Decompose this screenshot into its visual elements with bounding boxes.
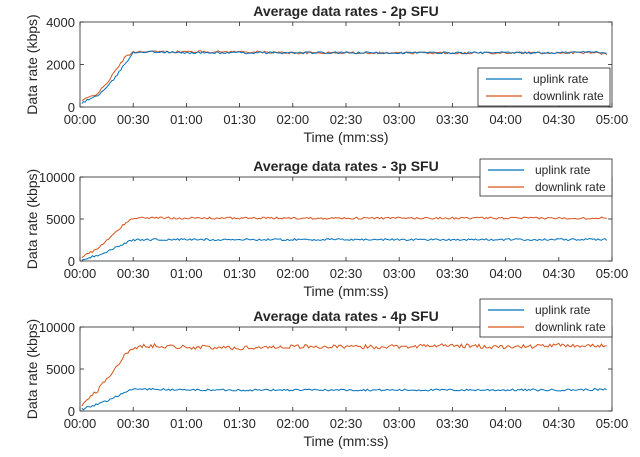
y-tick-label: 10000 [39, 170, 75, 185]
x-tick-label: 03:00 [383, 416, 416, 431]
chart-panel-2: 00:00 00:30 01:00 01:30 02:00 02:30 03:00 03:30… [24, 158, 628, 299]
x-tick-label: 00:30 [117, 416, 150, 431]
chart-panel-1: 00:00 00:30 01:00 01:30 02:00 02:30 03:00 03:30… [24, 3, 628, 145]
y-axis-label: Data rate (kbps) [24, 14, 40, 114]
series-line-uplink-rate [81, 387, 607, 411]
x-tick-label: 04:00 [489, 112, 522, 127]
x-tick-label: 03:30 [436, 112, 469, 127]
x-tick-label: 03:30 [436, 416, 469, 431]
legend-box [479, 298, 613, 338]
x-tick-label: 02:00 [277, 416, 310, 431]
x-tick-label: 05:00 [596, 266, 629, 281]
legend: uplink rate downlink rate [477, 67, 611, 107]
x-tick-label: 04:30 [543, 266, 576, 281]
x-tick-label: 02:00 [277, 266, 310, 281]
x-tick-label: 01:30 [223, 416, 256, 431]
y-tick-label: 4000 [46, 15, 75, 30]
x-tick-label: 00:00 [64, 416, 97, 431]
x-tick-label: 05:00 [596, 416, 629, 431]
x-tick-label: 01:30 [223, 112, 256, 127]
y-axis-label: Data rate (kbps) [24, 169, 40, 269]
legend: uplink rate downlink rate [479, 158, 613, 197]
series-line-uplink-rate [81, 50, 607, 104]
x-tick-label: 00:30 [117, 266, 150, 281]
plot-area [79, 326, 613, 412]
chart-title: Average data rates - 2p SFU [253, 3, 438, 19]
x-tick-label: 04:00 [489, 416, 522, 431]
x-tick-label: 01:00 [170, 416, 203, 431]
y-tick-label: 10000 [39, 320, 75, 335]
y-tick-label: 0 [68, 254, 75, 269]
x-tick-label: 02:30 [330, 266, 363, 281]
series-line-downlink-rate [81, 342, 607, 407]
x-tick-label: 04:00 [489, 266, 522, 281]
legend-box [477, 67, 611, 107]
legend-label: downlink rate [533, 89, 604, 103]
x-axis-label: Time (mm:ss) [303, 433, 388, 449]
x-tick-label: 03:30 [436, 266, 469, 281]
chart-title: Average data rates - 4p SFU [253, 308, 438, 324]
legend-box [479, 158, 613, 197]
legend-label: uplink rate [535, 163, 591, 177]
y-tick-label: 5000 [46, 362, 75, 377]
series-line-uplink-rate [81, 237, 608, 261]
y-tick-label: 5000 [46, 212, 75, 227]
x-tick-label: 00:00 [64, 266, 97, 281]
y-tick-label: 0 [68, 404, 75, 419]
x-tick-label: 01:00 [170, 266, 203, 281]
legend: uplink rate downlink rate [479, 298, 613, 338]
series-line-downlink-rate [81, 216, 607, 259]
chart-title: Average data rates - 3p SFU [253, 158, 438, 174]
x-tick-label: 02:30 [330, 112, 363, 127]
x-tick-label: 00:00 [64, 112, 97, 127]
x-tick-label: 01:00 [170, 112, 203, 127]
x-tick-label: 03:00 [383, 112, 416, 127]
y-axis-label: Data rate (kbps) [24, 319, 40, 419]
x-tick-label: 05:00 [596, 112, 629, 127]
y-tick-label: 0 [68, 100, 75, 115]
x-tick-label: 01:30 [223, 266, 256, 281]
x-tick-label: 00:30 [117, 112, 150, 127]
y-tick-label: 2000 [46, 58, 75, 73]
x-tick-label: 04:30 [543, 416, 576, 431]
chart-panel-3: 00:00 00:30 01:00 01:30 02:00 02:30 03:00 03:30… [24, 298, 629, 449]
x-tick-label: 02:00 [277, 112, 310, 127]
x-tick-label: 03:00 [383, 266, 416, 281]
legend-label: uplink rate [533, 72, 589, 86]
x-axis-label: Time (mm:ss) [303, 129, 388, 145]
x-axis-label: Time (mm:ss) [303, 283, 388, 299]
legend-label: downlink rate [535, 320, 606, 334]
legend-label: downlink rate [535, 180, 606, 194]
x-tick-label: 02:30 [330, 416, 363, 431]
legend-label: uplink rate [535, 303, 591, 317]
x-tick-label: 04:30 [543, 112, 576, 127]
